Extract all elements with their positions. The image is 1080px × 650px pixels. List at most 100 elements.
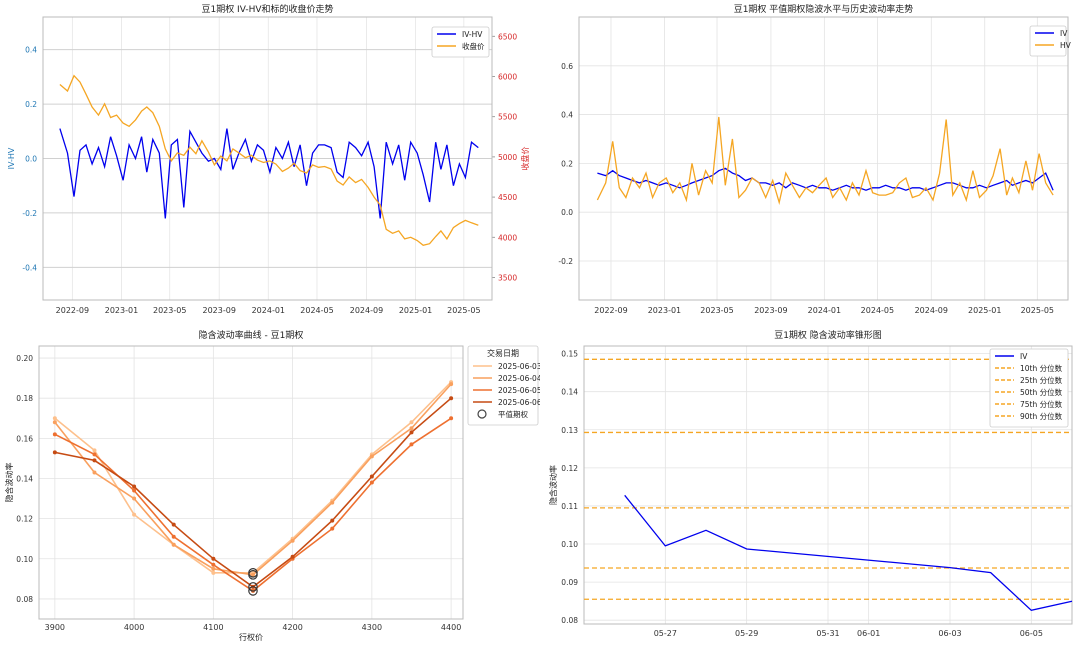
legend-label: IV xyxy=(1060,29,1068,38)
data-point xyxy=(409,420,414,425)
y-tick-label: 0.4 xyxy=(561,111,573,120)
x-tick-label: 2022-09 xyxy=(594,306,627,315)
x-tick-label: 05-27 xyxy=(654,629,677,638)
legend-label: 75th 分位数 xyxy=(1020,399,1063,409)
y2-axis-label: 收盘价 xyxy=(520,147,530,171)
data-point xyxy=(132,496,137,501)
x-axis-label: 行权价 xyxy=(239,632,263,642)
data-point xyxy=(132,512,137,517)
chart-title: 豆1期权 平值期权隐波水平与历史波动率走势 xyxy=(734,3,914,15)
legend-label: 2025-06-05 xyxy=(498,386,540,395)
y2-tick-label: 5000 xyxy=(498,153,517,162)
legend-marker xyxy=(477,409,487,419)
y-tick-label: 0.09 xyxy=(561,578,578,587)
chart-title: 豆1期权 隐含波动率锥形图 xyxy=(774,329,882,341)
chart-iv-cone: 豆1期权 隐含波动率锥形图 05-27 05-29 05-31 06-01 06-03 06… xyxy=(540,323,1080,646)
x-tick-label: 4400 xyxy=(441,623,461,632)
plot-frame xyxy=(42,16,493,301)
y-tick-label: 0.2 xyxy=(25,100,37,109)
x-tick-label: 2024-05 xyxy=(861,306,894,315)
data-point xyxy=(92,458,97,463)
data-point xyxy=(171,542,176,547)
x-tick-label: 4200 xyxy=(282,623,302,632)
x-tick-label: 2025-01 xyxy=(399,306,432,315)
y-tick-label: 0.0 xyxy=(25,155,37,164)
x-tick-label: 2024-01 xyxy=(808,306,841,315)
legend-label: 25th 分位数 xyxy=(1020,375,1063,385)
chart-svg: 豆1期权 平值期权隐波水平与历史波动率走势 2022-09 2023-01 2023-… xyxy=(558,3,1072,315)
y2-tick-label: 3500 xyxy=(498,273,517,282)
legend-title: 交易日期 xyxy=(487,348,519,358)
atm-marker xyxy=(248,582,258,592)
data-point xyxy=(449,416,454,421)
data-point xyxy=(290,554,295,559)
data-point xyxy=(211,570,216,575)
y2-tick-label: 5500 xyxy=(498,113,517,122)
data-point xyxy=(369,474,374,479)
data-point xyxy=(330,526,335,531)
y-tick-label: 0.08 xyxy=(561,616,578,625)
series-line xyxy=(59,74,479,247)
series-line xyxy=(59,128,479,219)
x-tick-label: 05-31 xyxy=(816,629,839,638)
chart-atm-iv-hv: 豆1期权 平值期权隐波水平与历史波动率走势 2022-09 2023-01 2023-… xyxy=(540,0,1080,323)
plot-frame xyxy=(38,345,464,620)
data-point xyxy=(92,448,97,453)
series-line xyxy=(624,494,1073,612)
x-tick-label: 2025-01 xyxy=(968,306,1001,315)
x-tick-label: 4100 xyxy=(203,623,223,632)
data-point xyxy=(449,396,454,401)
data-point xyxy=(52,416,57,421)
legend-label: HV xyxy=(1060,41,1072,50)
legend-label: 收盘价 xyxy=(462,41,485,51)
y-tick-label: 0.11 xyxy=(561,502,578,511)
plot-frame xyxy=(578,16,1069,301)
x-tick-label: 3900 xyxy=(45,623,65,632)
y-tick-label: 0.10 xyxy=(16,555,33,564)
y-tick-label: 0.16 xyxy=(16,434,33,443)
x-tick-label: 05-29 xyxy=(735,629,758,638)
legend-label: IV-HV xyxy=(462,30,483,39)
series-line xyxy=(54,383,452,576)
y-tick-label: -0.4 xyxy=(22,263,37,272)
data-point xyxy=(409,442,414,447)
chart-svg: 豆1期权 隐含波动率锥形图 05-27 05-29 05-31 06-01 06-03 06… xyxy=(548,329,1073,638)
y-tick-label: 0.14 xyxy=(16,474,33,483)
data-point xyxy=(132,484,137,489)
data-point xyxy=(52,420,57,425)
data-point xyxy=(369,480,374,485)
chart-svg: 隐含波动率曲线 - 豆1期权 3900 4000 4100 4200 4300 4400 0.… xyxy=(4,329,542,642)
data-point xyxy=(250,572,255,577)
x-tick-label: 2024-01 xyxy=(252,306,285,315)
data-point xyxy=(171,522,176,527)
data-point xyxy=(409,426,414,431)
data-point xyxy=(211,556,216,561)
y-tick-label: 0.14 xyxy=(561,388,578,397)
x-tick-label: 2025-05 xyxy=(1021,306,1054,315)
y-tick-label: 0.20 xyxy=(16,354,33,363)
data-point xyxy=(211,562,216,567)
chart-title: 豆1期权 IV-HV和标的收盘价走势 xyxy=(201,3,333,15)
data-point xyxy=(92,452,97,457)
atm-marker xyxy=(248,586,258,596)
y-tick-label: 0.12 xyxy=(16,515,33,524)
data-point xyxy=(92,470,97,475)
y-tick-label: 0.18 xyxy=(16,394,33,403)
x-tick-label: 2023-01 xyxy=(105,306,138,315)
legend-label: 10th 分位数 xyxy=(1020,363,1063,373)
x-tick-label: 2023-09 xyxy=(203,306,236,315)
y2-tick-label: 6000 xyxy=(498,72,517,81)
y2-tick-label: 6500 xyxy=(498,32,517,41)
x-tick-label: 2022-09 xyxy=(56,306,89,315)
data-point xyxy=(409,430,414,435)
data-point xyxy=(132,488,137,493)
chart-iv-hv-close: 豆1期权 IV-HV和标的收盘价走势 2022-09 2023-01 2023-05 2… xyxy=(0,0,540,323)
y-axis-label: 隐含波动率 xyxy=(4,463,14,503)
legend-label: 50th 分位数 xyxy=(1020,387,1063,397)
atm-marker xyxy=(248,570,258,580)
x-tick-label: 06-03 xyxy=(938,629,961,638)
data-point xyxy=(211,566,216,571)
y-tick-label: 0.2 xyxy=(561,159,573,168)
data-point xyxy=(449,382,454,387)
x-tick-label: 2023-01 xyxy=(648,306,681,315)
